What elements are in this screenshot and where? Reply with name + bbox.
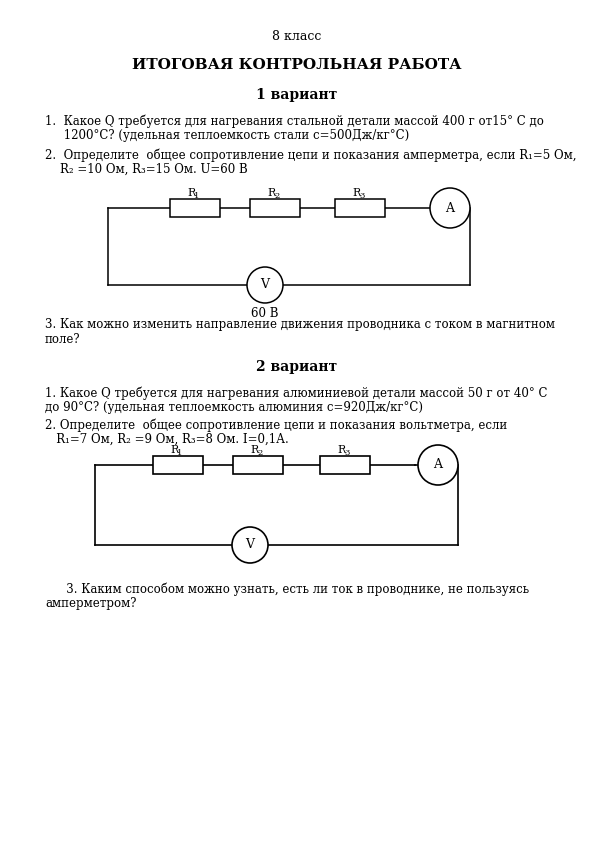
Text: 1: 1: [177, 449, 183, 457]
Text: A: A: [434, 459, 443, 472]
Text: 3. Каким способом можно узнать, есть ли ток в проводнике, не пользуясь: 3. Каким способом можно узнать, есть ли …: [55, 582, 529, 595]
Circle shape: [418, 445, 458, 485]
Text: V: V: [261, 279, 270, 291]
Text: 3: 3: [344, 449, 349, 457]
Text: R: R: [250, 445, 258, 455]
Bar: [335, 199, 385, 217]
Bar: [153, 456, 203, 474]
Text: R: R: [170, 445, 178, 455]
Text: 3: 3: [359, 192, 364, 200]
Text: ИТОГОВАЯ КОНТРОЛЬНАЯ РАБОТА: ИТОГОВАЯ КОНТРОЛЬНАЯ РАБОТА: [132, 58, 462, 72]
Circle shape: [232, 527, 268, 563]
Text: 2. Определите  общее сопротивление цепи и показания вольтметра, если: 2. Определите общее сопротивление цепи и…: [45, 418, 508, 431]
Circle shape: [430, 188, 470, 228]
Text: 60 В: 60 В: [251, 307, 278, 320]
Text: 2: 2: [257, 449, 262, 457]
Text: 3. Как можно изменить направление движения проводника с током в магнитном: 3. Как можно изменить направление движен…: [45, 318, 555, 331]
Text: амперметром?: амперметром?: [45, 597, 136, 610]
Text: R: R: [337, 445, 345, 455]
Text: 1: 1: [194, 192, 199, 200]
Text: R: R: [267, 188, 275, 198]
Text: 1. Какое Q требуется для нагревания алюминиевой детали массой 50 г от 40° С: 1. Какое Q требуется для нагревания алюм…: [45, 386, 547, 399]
Bar: [233, 456, 283, 474]
Text: R: R: [187, 188, 195, 198]
Text: R: R: [352, 188, 360, 198]
Text: 1.  Какое Q требуется для нагревания стальной детали массой 400 г от15° С до: 1. Какое Q требуется для нагревания стал…: [45, 114, 544, 127]
Text: A: A: [446, 201, 455, 215]
Bar: [320, 456, 370, 474]
Text: R₁=7 Ом, R₂ =9 Ом, R₃=8 Ом. I=0,1А.: R₁=7 Ом, R₂ =9 Ом, R₃=8 Ом. I=0,1А.: [45, 433, 289, 446]
Text: 2 вариант: 2 вариант: [256, 360, 337, 374]
Text: 1 вариант: 1 вариант: [256, 88, 337, 102]
Text: V: V: [246, 539, 255, 552]
Text: поле?: поле?: [45, 333, 81, 346]
Circle shape: [247, 267, 283, 303]
Bar: [170, 199, 220, 217]
Text: 8 класс: 8 класс: [273, 30, 322, 43]
Bar: [250, 199, 300, 217]
Text: 1200°С? (удельная теплоемкость стали с=500Дж/кг°С): 1200°С? (удельная теплоемкость стали с=5…: [45, 129, 409, 142]
Text: до 90°С? (удельная теплоемкость алюминия с=920Дж/кг°С): до 90°С? (удельная теплоемкость алюминия…: [45, 401, 423, 414]
Text: 2: 2: [274, 192, 279, 200]
Text: R₂ =10 Ом, R₃=15 Ом. U=60 В: R₂ =10 Ом, R₃=15 Ом. U=60 В: [45, 163, 248, 176]
Text: 2.  Определите  общее сопротивление цепи и показания амперметра, если R₁=5 Ом,: 2. Определите общее сопротивление цепи и…: [45, 148, 577, 162]
